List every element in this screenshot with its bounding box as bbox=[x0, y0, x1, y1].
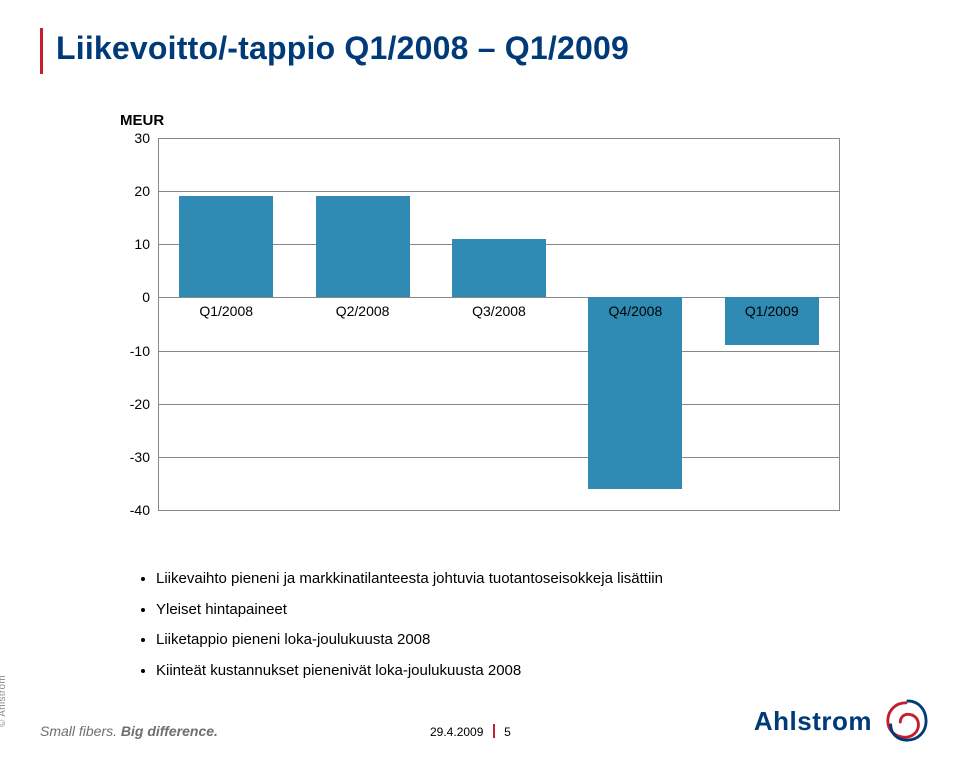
grid-line bbox=[158, 510, 840, 511]
brand-logo: Ahlstrom bbox=[754, 699, 930, 743]
ytick-label: 10 bbox=[110, 236, 150, 252]
bullet-item: Liiketappio pieneni loka-joulukuusta 200… bbox=[156, 626, 663, 655]
ytick-label: -10 bbox=[110, 343, 150, 359]
swirl-icon bbox=[882, 699, 930, 743]
bullet-item: Kiinteät kustannukset pienenivät loka-jo… bbox=[156, 657, 663, 686]
tagline: Small fibers. Big difference. bbox=[40, 723, 218, 739]
footer-page: 5 bbox=[504, 725, 511, 739]
bullet-list: Liikevaihto pieneni ja markkinatilantees… bbox=[116, 565, 663, 687]
slide-title: Liikevoitto/-tappio Q1/2008 – Q1/2009 bbox=[56, 30, 629, 67]
xtick-label: Q1/2008 bbox=[179, 303, 273, 319]
tagline-part-b: Big difference. bbox=[121, 723, 218, 739]
bar bbox=[588, 297, 682, 488]
bar-chart: 3020100-10-20-30-40 Q1/2008Q2/2008Q3/200… bbox=[120, 138, 840, 510]
footer-separator bbox=[493, 724, 495, 738]
xtick-label: Q1/2009 bbox=[725, 303, 819, 319]
brand-name: Ahlstrom bbox=[754, 706, 872, 737]
bullet-item: Liikevaihto pieneni ja markkinatilantees… bbox=[156, 565, 663, 594]
xtick-label: Q3/2008 bbox=[452, 303, 546, 319]
y-axis-unit: MEUR bbox=[120, 112, 164, 129]
ytick-label: -40 bbox=[110, 502, 150, 518]
footer-date-page: 29.4.2009 5 bbox=[430, 724, 511, 739]
title-accent-bar bbox=[40, 28, 43, 74]
copyright-vertical: © Ahlstrom bbox=[0, 675, 8, 727]
bar bbox=[452, 239, 546, 297]
slide: Liikevoitto/-tappio Q1/2008 – Q1/2009 ME… bbox=[0, 0, 960, 757]
bar bbox=[179, 196, 273, 297]
xtick-label: Q2/2008 bbox=[316, 303, 410, 319]
bar bbox=[316, 196, 410, 297]
tagline-part-a: Small fibers. bbox=[40, 723, 117, 739]
bullet-item: Yleiset hintapaineet bbox=[156, 596, 663, 625]
xtick-label: Q4/2008 bbox=[588, 303, 682, 319]
ytick-label: 20 bbox=[110, 183, 150, 199]
ytick-label: -30 bbox=[110, 449, 150, 465]
ytick-label: 30 bbox=[110, 130, 150, 146]
ytick-label: 0 bbox=[110, 289, 150, 305]
chart-bars bbox=[158, 138, 840, 510]
footer-date: 29.4.2009 bbox=[430, 725, 483, 739]
ytick-label: -20 bbox=[110, 396, 150, 412]
